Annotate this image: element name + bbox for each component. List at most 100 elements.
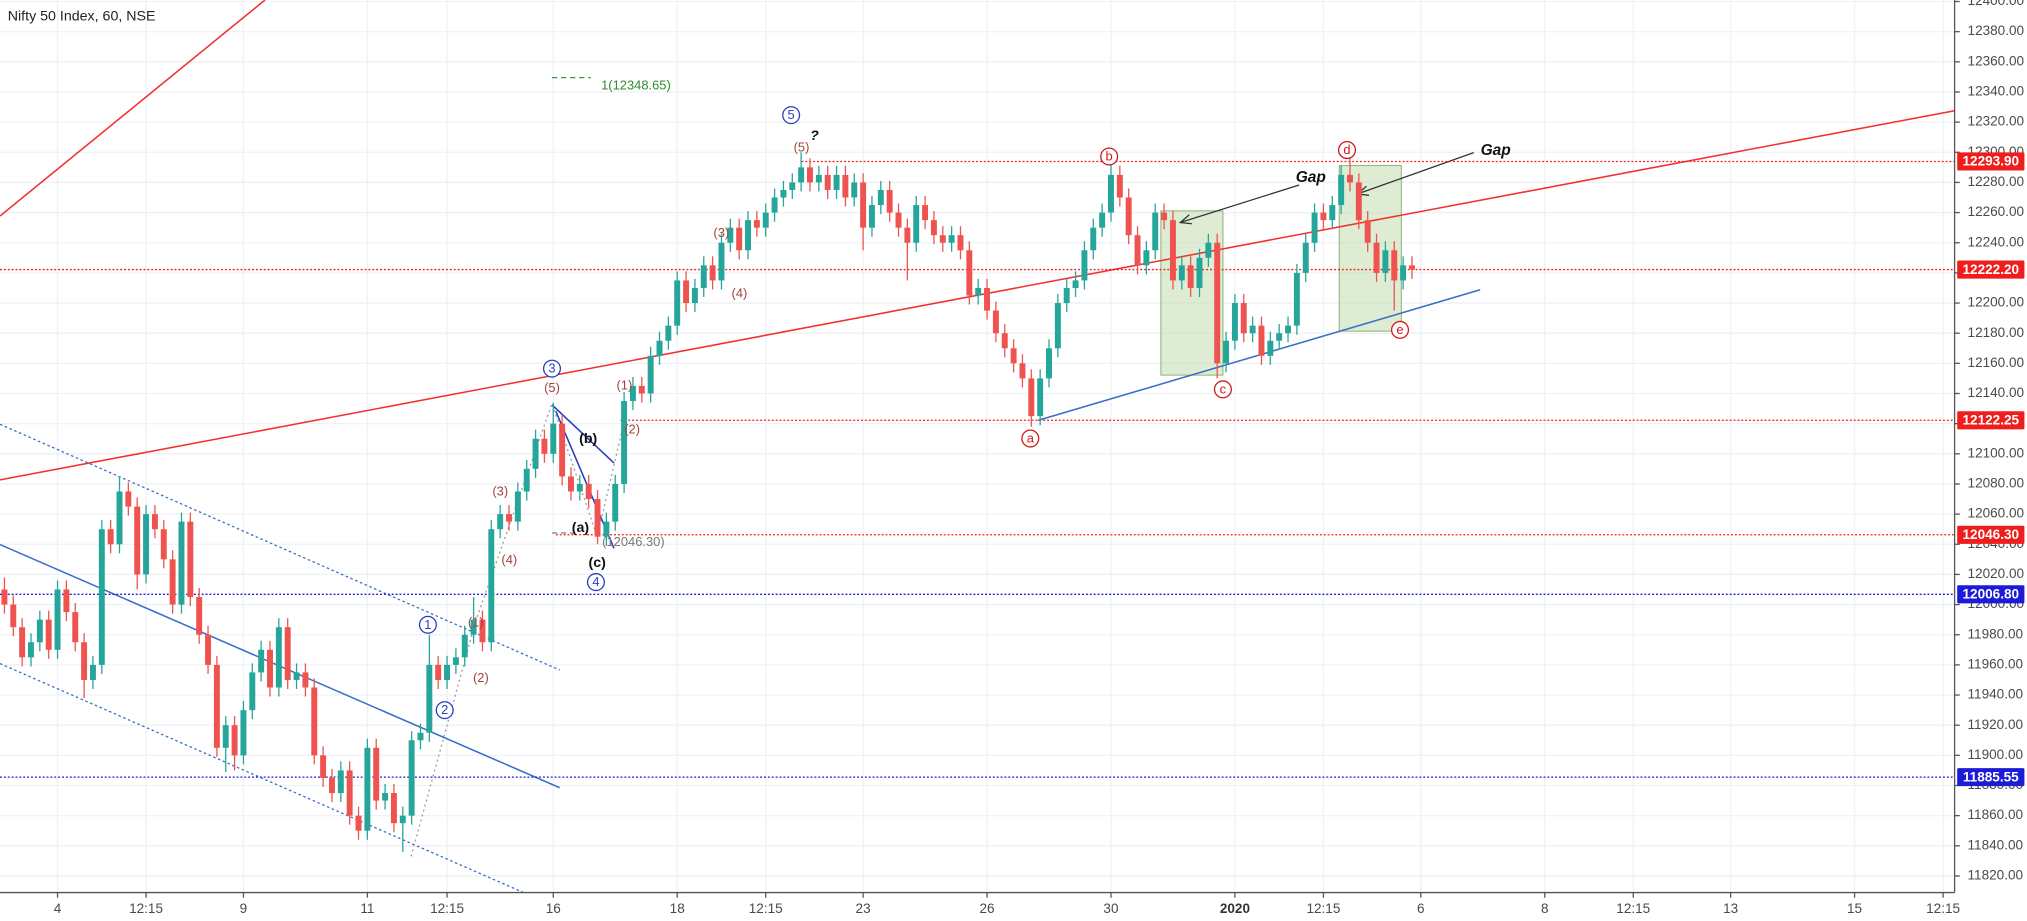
candle-body bbox=[851, 182, 858, 198]
candle-body bbox=[886, 189, 893, 213]
candle-body bbox=[1223, 340, 1230, 364]
candle-body bbox=[81, 642, 88, 680]
y-tick-label: 12260.00 bbox=[1968, 204, 2025, 219]
candle-body bbox=[302, 672, 309, 688]
candle-body bbox=[771, 197, 778, 213]
candle-body bbox=[1196, 257, 1203, 288]
annotation: (1) bbox=[468, 614, 484, 629]
candle-body bbox=[1311, 212, 1318, 243]
candle-body bbox=[753, 220, 760, 228]
candle-body bbox=[506, 514, 512, 522]
candle-body bbox=[939, 235, 946, 243]
y-tick-label: 12280.00 bbox=[1968, 174, 2025, 189]
candle-body bbox=[470, 619, 477, 635]
candle-body bbox=[780, 189, 787, 198]
candle-body bbox=[479, 619, 486, 643]
candle-body bbox=[249, 672, 256, 711]
candle-body bbox=[700, 265, 707, 288]
candle-body bbox=[683, 280, 690, 304]
candle-body bbox=[745, 220, 751, 251]
candle-body bbox=[36, 619, 43, 643]
wave-marker bbox=[1337, 140, 1357, 160]
candle-body bbox=[63, 589, 70, 613]
annotation: (5) bbox=[544, 380, 560, 395]
candle-body bbox=[1161, 212, 1168, 221]
candle-body bbox=[1293, 272, 1300, 326]
price-label-box bbox=[1957, 152, 2025, 171]
candle-body bbox=[1178, 265, 1185, 281]
annotation: 5 bbox=[788, 107, 795, 122]
candle-body bbox=[1320, 212, 1327, 221]
annotations: 1(12348.65)5?(5)(3)(4)3(5) (1)(2)(b)(3)(4… bbox=[418, 77, 1511, 720]
candle-body bbox=[293, 672, 300, 680]
candle-body bbox=[116, 491, 123, 545]
candle-body bbox=[1338, 174, 1345, 206]
candle-body bbox=[798, 167, 805, 183]
candle-body bbox=[674, 280, 681, 326]
candle-body bbox=[328, 777, 335, 794]
candle-body bbox=[1302, 242, 1309, 273]
grid bbox=[0, 0, 1955, 893]
candle-body bbox=[1169, 220, 1176, 281]
candle-body bbox=[231, 725, 238, 756]
candle-body bbox=[603, 521, 610, 537]
candle-body bbox=[514, 491, 521, 522]
candle-body bbox=[1329, 205, 1336, 221]
candle-body bbox=[10, 604, 17, 628]
candle-body bbox=[1010, 348, 1017, 364]
candle-body bbox=[930, 220, 937, 236]
y-tick-label: 12160.00 bbox=[1968, 355, 2025, 370]
arrow bbox=[1180, 184, 1300, 224]
y-tick-label: 12140.00 bbox=[1968, 385, 2025, 400]
candle-body bbox=[1143, 250, 1150, 266]
y-tick-label: 11960.00 bbox=[1968, 656, 2024, 671]
candle-body bbox=[877, 189, 884, 206]
candle-body bbox=[807, 167, 813, 183]
candle-body bbox=[1240, 303, 1247, 334]
candle-body bbox=[762, 212, 769, 228]
candle-body bbox=[408, 740, 415, 816]
candle-body bbox=[1116, 174, 1123, 198]
annotation: b bbox=[1106, 149, 1113, 164]
y-tick-label: 12020.00 bbox=[1968, 566, 2025, 581]
candle-body bbox=[585, 483, 592, 500]
candle-body bbox=[426, 664, 433, 733]
y-tick-label: 12100.00 bbox=[1968, 445, 2025, 460]
candle-body bbox=[922, 205, 929, 221]
price-label: 12122.25 bbox=[1963, 412, 2020, 427]
annotation: 2 bbox=[441, 702, 448, 717]
candle-body bbox=[727, 227, 734, 243]
annotation: (12046.30) bbox=[602, 534, 664, 549]
annotation: (3) bbox=[492, 484, 508, 499]
candle-body bbox=[169, 559, 176, 605]
candle-body bbox=[125, 491, 132, 507]
candle-body bbox=[815, 174, 822, 183]
candle-body bbox=[54, 589, 61, 650]
candle-body bbox=[1382, 250, 1389, 273]
annotation: (1) bbox=[616, 378, 632, 393]
candle-body bbox=[895, 212, 902, 228]
annotation: Gap bbox=[1481, 142, 1511, 159]
candle-body bbox=[1125, 197, 1132, 236]
candle-body bbox=[1090, 227, 1097, 251]
annotation: (2) bbox=[473, 670, 489, 685]
wave-marker bbox=[1390, 320, 1410, 339]
levels bbox=[0, 160, 1955, 778]
annotation: 4 bbox=[592, 574, 599, 589]
candle-body bbox=[913, 205, 920, 243]
candle-body bbox=[1063, 287, 1070, 304]
candle-body bbox=[435, 664, 442, 680]
candle-body bbox=[612, 483, 619, 522]
annotation: (2) bbox=[624, 422, 640, 437]
axes: 11820.0011840.0011860.0011880.0011900.00… bbox=[54, 0, 2025, 916]
candle-body bbox=[904, 227, 911, 243]
annotation: (a) bbox=[572, 520, 590, 536]
candle-body bbox=[488, 529, 495, 643]
candle-body bbox=[444, 664, 451, 680]
candle-body bbox=[957, 235, 964, 251]
annotation: (5) bbox=[794, 140, 810, 155]
price-label: 12006.80 bbox=[1963, 587, 2020, 602]
candle-body bbox=[1, 589, 8, 605]
